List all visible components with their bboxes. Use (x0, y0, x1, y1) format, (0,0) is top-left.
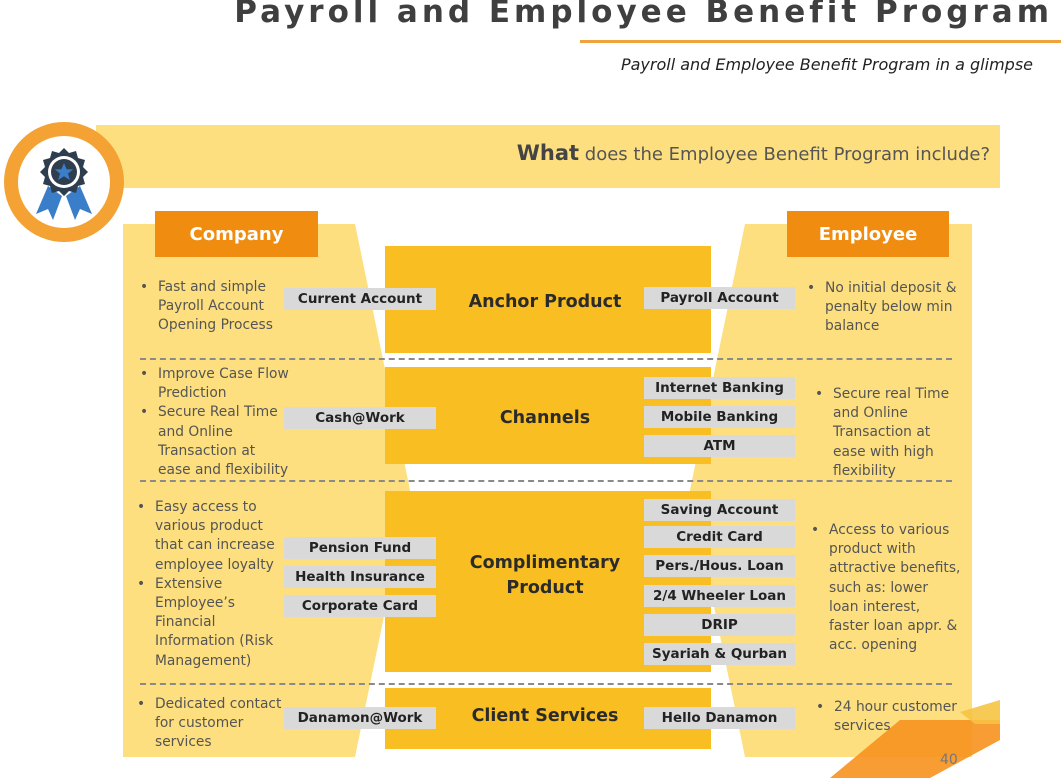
bullet-point: Secure Real Time and Online Transaction … (140, 403, 290, 480)
banner-question: What does the Employee Benefit Program i… (517, 141, 990, 165)
separator (140, 358, 952, 360)
decorative-arrows-2 (960, 700, 1000, 724)
company-item-health-insurance: Health Insurance (284, 566, 436, 588)
employee-item-personal-housing-loan: Pers./Hous. Loan (644, 555, 795, 577)
question-banner: What does the Employee Benefit Program i… (96, 125, 1000, 188)
employee-item-credit-card: Credit Card (644, 526, 795, 548)
bullet-point: Dedicated contact for customer services (137, 695, 282, 753)
employee-item-payroll-account: Payroll Account (644, 287, 795, 309)
page-number: 40 (940, 752, 958, 768)
bullet-point: Access to various product with attractiv… (811, 521, 961, 655)
bullet-point: 24 hour customer services (816, 698, 961, 736)
separator (140, 683, 952, 685)
bullet-point: Secure real Time and Online Transaction … (815, 385, 965, 481)
separator (140, 480, 952, 482)
employee-header: Employee (787, 211, 949, 257)
bullet-point: Improve Case Flow Prediction (140, 365, 290, 403)
title-underline (580, 40, 1061, 43)
employee-item-atm: ATM (644, 435, 795, 457)
row-label-complimentary: Complimentary Product (440, 551, 650, 601)
page-title: Payroll and Employee Benefit Program (234, 0, 1053, 30)
employee-item-mobile-banking: Mobile Banking (644, 406, 795, 428)
banner-question-rest: does the Employee Benefit Program includ… (584, 144, 990, 165)
employee-points-anchor: No initial deposit & penalty below min b… (807, 279, 962, 337)
bullet-point: Extensive Employee’s Financial Informati… (137, 575, 277, 671)
award-badge (4, 122, 124, 242)
bullet-point: Easy access to various product that can … (137, 498, 277, 575)
award-ribbon-icon (36, 148, 92, 220)
employee-item-syariah-qurban: Syariah & Qurban (644, 643, 795, 665)
company-item-danamon-at-work: Danamon@Work (284, 707, 436, 729)
company-header: Company (155, 211, 318, 257)
employee-item-internet-banking: Internet Banking (644, 377, 795, 399)
company-points-complimentary: Easy access to various product that can … (137, 498, 277, 671)
row-label-line: Complimentary (469, 553, 621, 573)
employee-item-saving-account: Saving Account (644, 499, 795, 521)
company-item-corporate-card: Corporate Card (284, 595, 436, 617)
row-label-line: Product (506, 578, 584, 598)
page-subtitle: Payroll and Employee Benefit Program in … (620, 55, 1033, 74)
company-item-cash-at-work: Cash@Work (284, 407, 436, 429)
band-complimentary (385, 491, 711, 672)
row-label-anchor: Anchor Product (468, 292, 622, 312)
company-points-anchor: Fast and simple Payroll Account Opening … (140, 278, 285, 336)
banner-question-bold: What (516, 141, 580, 165)
company-points-client: Dedicated contact for customer services (137, 695, 282, 753)
row-label-channels: Channels (499, 408, 591, 428)
bullet-point: Fast and simple Payroll Account Opening … (140, 278, 285, 336)
employee-item-hello-danamon: Hello Danamon (644, 707, 795, 729)
row-label-client: Client Services (471, 706, 619, 726)
employee-points-client: 24 hour customer services (816, 698, 961, 736)
employee-item-wheeler-loan: 2/4 Wheeler Loan (644, 585, 795, 607)
company-item-pension-fund: Pension Fund (284, 537, 436, 559)
employee-points-channels: Secure real Time and Online Transaction … (815, 385, 965, 481)
bullet-point: No initial deposit & penalty below min b… (807, 279, 962, 337)
employee-points-complimentary: Access to various product with attractiv… (811, 521, 961, 655)
company-points-channels: Improve Case Flow Prediction Secure Real… (140, 365, 290, 480)
employee-item-drip: DRIP (644, 614, 795, 636)
company-item-current-account: Current Account (284, 288, 436, 310)
